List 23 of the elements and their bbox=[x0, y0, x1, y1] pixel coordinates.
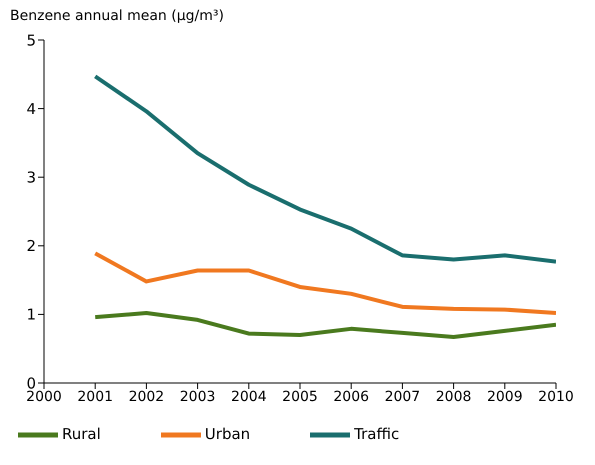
x-tick-label: 2002 bbox=[128, 388, 164, 405]
x-tick-label: 2005 bbox=[282, 388, 318, 405]
line-series bbox=[93, 251, 556, 316]
y-tick-label: 1 bbox=[26, 306, 36, 324]
y-tick-label: 2 bbox=[26, 237, 36, 256]
x-tick-label: 2004 bbox=[230, 388, 267, 405]
x-tick-label: 2003 bbox=[180, 388, 216, 405]
legend-label: Urban bbox=[204, 425, 250, 444]
x-tick-label: 2007 bbox=[384, 388, 420, 405]
line-series bbox=[93, 74, 556, 264]
y-tick-label: 4 bbox=[26, 100, 36, 118]
y-tick-label: 3 bbox=[26, 168, 36, 187]
y-tick-label: 5 bbox=[26, 31, 36, 50]
x-tick-label: 2008 bbox=[436, 388, 472, 405]
x-tick-label: 2001 bbox=[77, 388, 114, 405]
legend-label: Traffic bbox=[354, 425, 400, 444]
y-axis-title: Benzene annual mean (µg/m³) bbox=[10, 8, 225, 26]
legend-label: Rural bbox=[62, 425, 101, 444]
line-series bbox=[93, 311, 556, 340]
x-tick-label: 2000 bbox=[26, 388, 62, 405]
x-tick-label: 2006 bbox=[333, 388, 370, 405]
x-tick-label: 2009 bbox=[486, 388, 523, 405]
x-tick-label: 2010 bbox=[538, 388, 574, 405]
